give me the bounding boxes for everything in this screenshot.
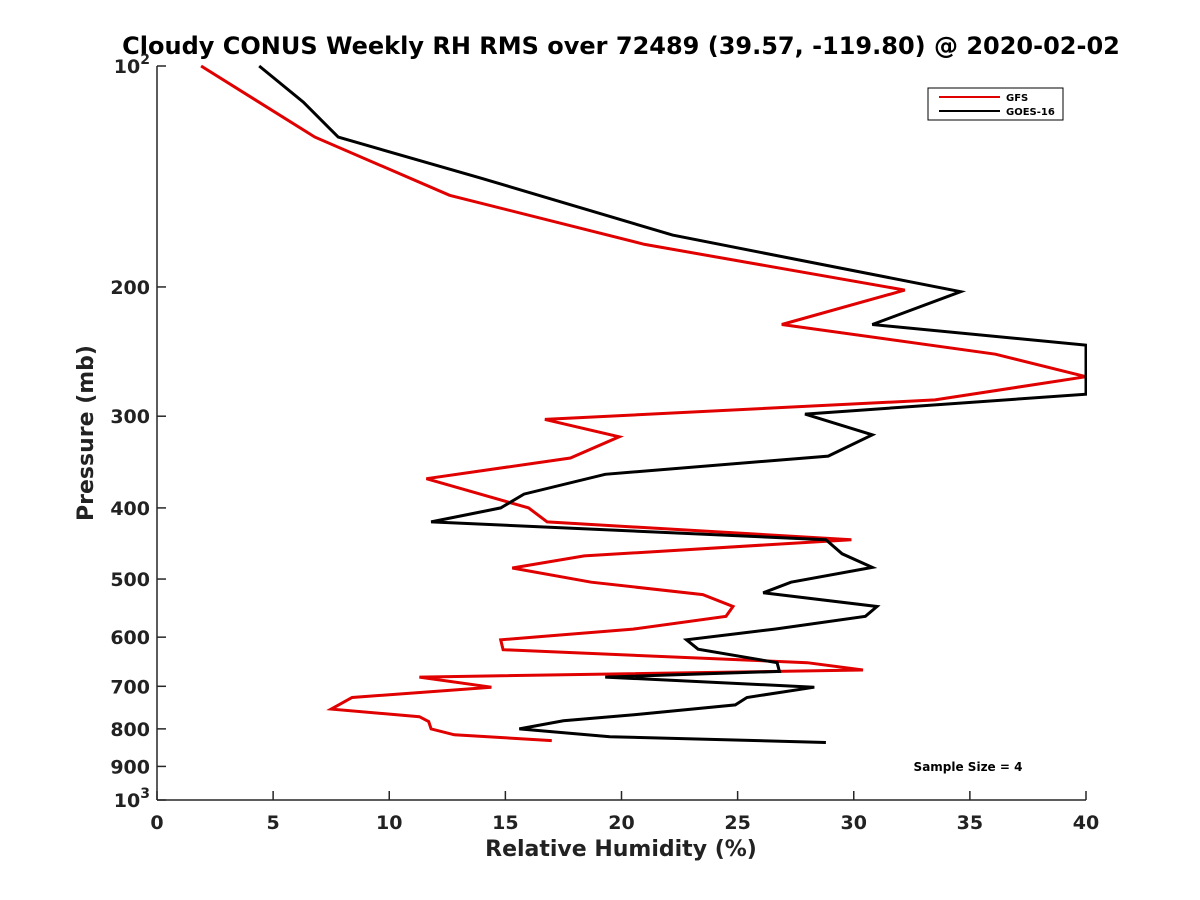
x-tick-label: 5	[267, 812, 280, 834]
x-tick-label: 0	[150, 812, 163, 834]
y-tick-label: 400	[110, 498, 150, 520]
legend-label-goes-16: GOES-16	[1006, 107, 1055, 118]
series-layer	[200, 64, 1087, 744]
y-tick-label: 700	[110, 676, 150, 698]
x-tick-group: 0 5 10 15 20 25 30 35 40	[150, 791, 1099, 834]
plot-area-frame	[157, 66, 1086, 800]
legend-label-gfs: GFS	[1006, 93, 1028, 104]
series-line-goes-16	[258, 64, 1087, 744]
x-tick-label: 35	[957, 812, 983, 834]
y-tick-label: 102	[114, 52, 150, 78]
y-tick-label: 600	[110, 627, 150, 649]
x-tick-label: 10	[376, 812, 402, 834]
y-tick-label: 103	[114, 786, 150, 812]
x-tick-label: 15	[492, 812, 518, 834]
y-axis-label: Pressure (mb)	[74, 345, 99, 521]
legend: GFS GOES-16	[927, 87, 1064, 121]
sample-size-annotation: Sample Size = 4	[914, 760, 1023, 774]
x-axis-label: Relative Humidity (%)	[485, 837, 757, 862]
x-tick-label: 40	[1073, 812, 1099, 834]
legend-box	[927, 87, 1064, 121]
chart-title: Cloudy CONUS Weekly RH RMS over 72489 (3…	[122, 32, 1120, 60]
x-tick-label: 20	[608, 812, 634, 834]
y-tick-label: 500	[110, 569, 150, 591]
y-tick-group: 102 200 300 400 500 600 700 800 900 103	[110, 52, 166, 812]
y-tick-label: 800	[110, 719, 150, 741]
y-tick-label: 200	[110, 277, 150, 299]
x-tick-label: 30	[841, 812, 867, 834]
series-line-gfs	[200, 64, 1087, 743]
x-tick-label: 25	[724, 812, 750, 834]
y-tick-label: 300	[110, 406, 150, 428]
y-tick-label: 900	[110, 756, 150, 778]
